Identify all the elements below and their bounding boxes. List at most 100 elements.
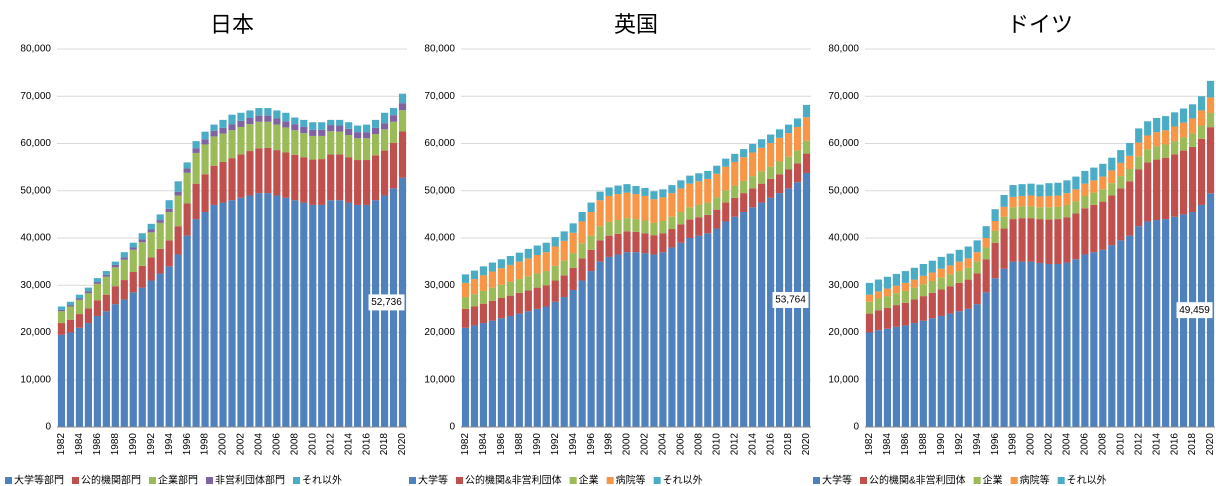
- x-tick-label: 2020: [801, 433, 812, 456]
- bar-segment: [156, 214, 164, 221]
- bar-segment: [677, 212, 685, 225]
- bar-segment: [93, 281, 101, 284]
- bar-segment: [865, 332, 874, 427]
- bar-segment: [1108, 245, 1116, 427]
- bar-segment: [345, 128, 353, 135]
- bar-segment: [192, 152, 200, 184]
- bar-segment: [614, 194, 622, 221]
- bar-segment: [910, 323, 918, 427]
- x-tick-label: 2010: [1115, 433, 1126, 456]
- bar-segment: [291, 117, 299, 125]
- bar-segment: [1072, 201, 1080, 214]
- x-tick-label: 1982: [56, 433, 67, 456]
- x-tick-label: 2008: [289, 433, 300, 456]
- bar-segment: [955, 261, 963, 272]
- bar-segment: [919, 263, 927, 276]
- bar-segment: [93, 300, 101, 316]
- bar-segment: [614, 254, 622, 427]
- bar-segment: [524, 248, 532, 259]
- bar-segment: [389, 108, 398, 116]
- bar-segment: [641, 220, 649, 234]
- bar-segment: [192, 183, 200, 220]
- y-tick-label: 20,000: [424, 327, 455, 338]
- bar-segment: [767, 178, 775, 198]
- bar-segment: [776, 137, 784, 162]
- x-tick-label: 2018: [1187, 433, 1198, 456]
- bar-segment: [380, 195, 389, 427]
- bar-segment: [1153, 159, 1161, 221]
- legend-swatch: [860, 477, 867, 484]
- bar-segment: [372, 200, 380, 427]
- bar-segment: [282, 127, 290, 153]
- bar-segment: [1009, 219, 1017, 262]
- bar-segment: [874, 298, 883, 311]
- bar-segment: [147, 223, 155, 230]
- bar-segment: [470, 294, 479, 307]
- bar-segment: [398, 93, 407, 104]
- x-tick-label: 1992: [550, 433, 561, 456]
- bar-segment: [883, 296, 892, 308]
- bar-segment: [461, 274, 470, 283]
- bar-segment: [1009, 185, 1017, 197]
- legend-label: 企業部門: [158, 474, 198, 486]
- bar-segment: [892, 305, 900, 327]
- bar-segment: [964, 246, 972, 259]
- x-tick-label: 1990: [532, 433, 543, 456]
- bar-segment: [228, 158, 236, 201]
- legend-swatch: [206, 477, 213, 484]
- bar-segment: [1135, 169, 1143, 227]
- y-tick-label: 70,000: [828, 91, 859, 102]
- bar-segment: [183, 235, 191, 427]
- bar-segment: [75, 294, 84, 299]
- x-tick-label: 2004: [1062, 433, 1073, 456]
- bar-segment: [291, 124, 299, 131]
- x-tick-label: 1996: [586, 433, 597, 456]
- bar-segment: [901, 282, 909, 291]
- bar-segment: [291, 130, 299, 155]
- bar-segment: [75, 314, 84, 328]
- y-tick-label: 70,000: [20, 91, 51, 102]
- bar-segment: [497, 259, 505, 269]
- bar-segment: [623, 252, 631, 427]
- bar-segment: [120, 299, 128, 427]
- bar-segment: [587, 271, 595, 427]
- y-tick-label: 0: [853, 422, 859, 433]
- bar-segment: [156, 222, 164, 249]
- bar-segment: [488, 271, 496, 288]
- bar-segment: [327, 154, 335, 201]
- legend-swatch: [569, 477, 577, 484]
- bar-segment: [461, 297, 470, 309]
- bar-segment: [668, 216, 676, 230]
- bar-segment: [488, 262, 496, 272]
- bar-segment: [578, 243, 586, 259]
- bar-segment: [102, 271, 110, 275]
- x-tick-label: 2006: [272, 433, 283, 456]
- bar-segment: [165, 266, 173, 427]
- bar-segment: [111, 286, 119, 305]
- bar-segment: [246, 117, 254, 125]
- bar-segment: [84, 323, 92, 427]
- bar-segment: [174, 254, 182, 427]
- x-tick-label: 2012: [1133, 433, 1144, 456]
- bar-segment: [327, 131, 335, 155]
- bar-segment: [542, 252, 550, 272]
- bar-segment: [488, 320, 496, 427]
- bar-segment: [66, 319, 75, 333]
- bar-segment: [650, 191, 658, 200]
- bar-segment: [865, 282, 874, 295]
- bar-segment: [1036, 184, 1044, 197]
- bar-segment: [1162, 144, 1170, 158]
- bar-segment: [569, 289, 577, 427]
- bar-segment: [578, 258, 586, 281]
- bar-segment: [793, 163, 802, 183]
- bar-segment: [1027, 218, 1035, 262]
- bar-segment: [722, 202, 730, 222]
- bar-segment: [57, 309, 66, 312]
- bar-segment: [659, 233, 667, 253]
- bar-segment: [1171, 141, 1179, 155]
- bar-segment: [398, 131, 407, 178]
- value-label-box: [772, 291, 809, 308]
- y-tick-label: 80,000: [424, 44, 455, 55]
- bar-segment: [1188, 104, 1197, 119]
- bar-segment: [336, 119, 344, 126]
